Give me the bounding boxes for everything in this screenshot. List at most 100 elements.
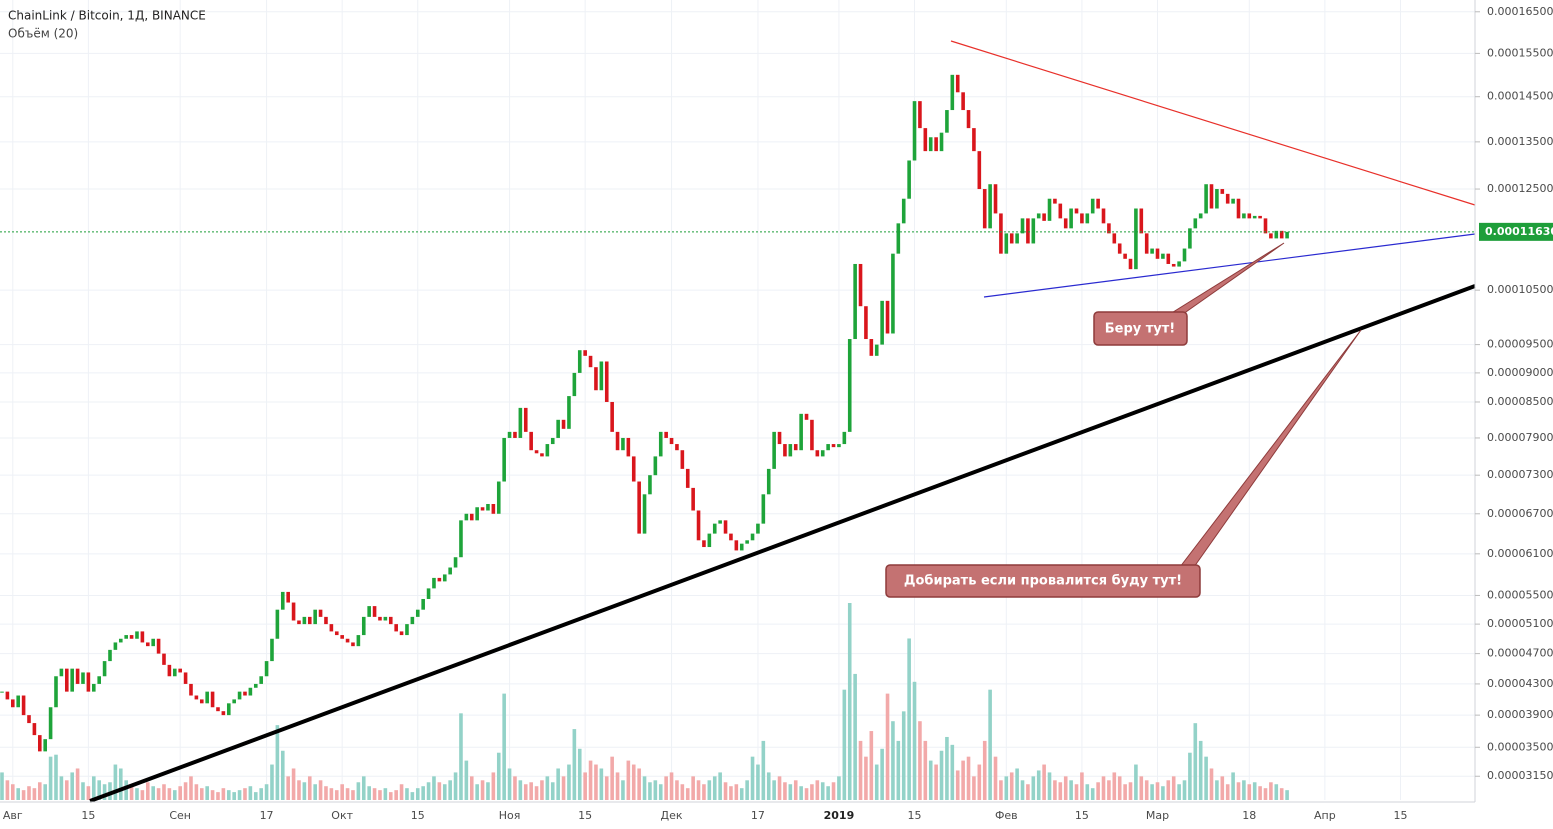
volume-bar xyxy=(777,776,782,800)
y-tick-label: 0.00007900 xyxy=(1487,431,1553,444)
candle-body xyxy=(599,361,604,391)
annotation: Беру тут! xyxy=(1105,322,1176,337)
y-tick-label: 0.00003150 xyxy=(1487,769,1553,782)
volume-bar xyxy=(1128,782,1133,800)
candle-body xyxy=(345,638,350,643)
candle-body xyxy=(0,691,4,693)
volume-bar xyxy=(955,770,960,800)
candle-body xyxy=(604,361,609,402)
candle-body xyxy=(594,367,598,391)
candle-body xyxy=(324,616,328,625)
x-tick-label: 18 xyxy=(1242,809,1256,822)
candle-body xyxy=(210,691,215,708)
volume-bar xyxy=(275,725,280,800)
candle-body xyxy=(745,540,749,544)
candle-body xyxy=(1004,233,1009,254)
volume-bar xyxy=(194,784,199,800)
candle-body xyxy=(1085,213,1090,224)
candle-body xyxy=(788,444,793,457)
volume-bar xyxy=(496,752,501,800)
volume-bar xyxy=(966,756,971,800)
y-tick-label: 0.00016500 xyxy=(1487,5,1553,18)
volume-bar xyxy=(567,764,571,800)
candle-body xyxy=(1090,198,1095,214)
candle-body xyxy=(1166,253,1171,264)
volume-bar xyxy=(259,788,263,800)
candle-body xyxy=(81,672,85,684)
candle-body xyxy=(307,616,312,625)
volume-bar xyxy=(1182,780,1187,800)
volume-bar xyxy=(658,784,663,800)
candle-body xyxy=(761,494,766,524)
candle-body xyxy=(453,557,458,568)
volume-bar xyxy=(415,788,420,800)
volume-bar xyxy=(480,780,485,800)
candle-body xyxy=(1047,198,1052,221)
candle-body xyxy=(1031,218,1036,244)
candle-body xyxy=(367,606,371,617)
candle-body xyxy=(1107,223,1111,234)
candle-body xyxy=(572,372,577,397)
volume-bar xyxy=(243,788,247,800)
candle-body xyxy=(853,263,857,340)
volume-bar xyxy=(199,788,204,800)
candle-body xyxy=(1112,233,1117,244)
volume-bar xyxy=(237,790,242,800)
candle-body xyxy=(280,591,285,610)
volume-bar xyxy=(1020,780,1025,800)
candle-body xyxy=(934,137,938,152)
x-tick-label: 17 xyxy=(751,809,765,822)
candle-body xyxy=(486,503,490,511)
volume-bar xyxy=(907,638,911,800)
candle-body xyxy=(437,577,442,582)
candle-body xyxy=(140,631,145,643)
chart-title: ChainLink / Bitcoin, 1Д, BINANCE xyxy=(8,9,206,23)
volume-bar xyxy=(847,603,852,800)
candle-body xyxy=(1015,233,1019,244)
volume-bar xyxy=(540,780,544,800)
candle-body xyxy=(464,513,469,521)
volume-bar xyxy=(27,786,31,800)
candle-body xyxy=(977,151,982,190)
volume-bar xyxy=(297,780,301,800)
candle-body xyxy=(955,74,960,93)
candle-body xyxy=(313,609,317,625)
candle-body xyxy=(421,598,425,610)
candle-body xyxy=(928,137,933,152)
candle-body xyxy=(372,606,377,617)
candle-body xyxy=(1069,208,1073,229)
volume-bar xyxy=(615,772,620,800)
candle-body xyxy=(5,691,10,700)
candle-body xyxy=(982,189,987,229)
volume-bar xyxy=(1247,784,1252,800)
volume-bar xyxy=(675,780,679,800)
candle-body xyxy=(1193,218,1198,229)
candle-body xyxy=(966,110,971,129)
volume-bar xyxy=(669,772,674,800)
volume-bar xyxy=(972,776,976,800)
x-tick-label: 15 xyxy=(578,809,592,822)
candle-body xyxy=(826,444,830,451)
candle-body xyxy=(480,507,485,511)
candle-body xyxy=(135,631,139,639)
x-tick-label: 17 xyxy=(260,809,274,822)
candle-body xyxy=(113,642,118,650)
volume-bar xyxy=(842,689,847,800)
candle-body xyxy=(583,350,587,356)
candle-body xyxy=(59,668,64,677)
volume-bar xyxy=(696,780,701,800)
volume-bar xyxy=(815,780,820,800)
volume-bar xyxy=(918,721,922,800)
candle-body xyxy=(837,444,841,448)
candle-body xyxy=(1177,261,1181,267)
candle-body xyxy=(561,419,566,429)
candle-body xyxy=(1101,208,1106,224)
candle-body xyxy=(1058,203,1063,219)
volume-bar xyxy=(491,772,496,800)
candle-body xyxy=(16,695,20,708)
volume-bar xyxy=(1215,780,1219,800)
y-tick-label: 0.00005100 xyxy=(1487,617,1553,630)
volume-bar xyxy=(621,780,625,800)
candle-body xyxy=(54,676,58,708)
volume-bar xyxy=(712,776,717,800)
